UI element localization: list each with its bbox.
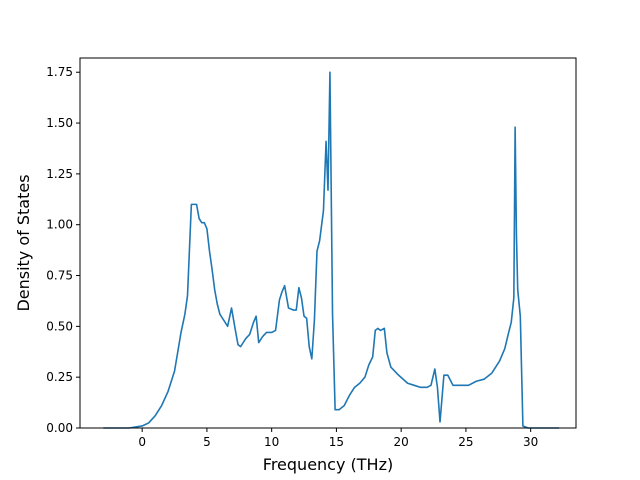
plot-frame [79,57,577,429]
y-tick-label: 1.50 [46,116,73,130]
y-tick-label: 0.75 [46,269,73,283]
dos-series-line [103,71,560,429]
series-layer [103,71,560,429]
y-tick-label: 1.25 [46,167,73,181]
y-tick-label: 0.00 [46,421,73,435]
tick-labels: 0 5 10 15 20 25 30 0.00 0.25 0.50 0.75 1.00 1.25 1.50… [46,65,538,449]
tick-marks [76,71,532,432]
y-tick-label: 1.00 [46,218,73,232]
x-tick-label: 10 [264,435,279,449]
x-tick-label: 0 [138,435,146,449]
y-axis-label: Density of States [14,174,33,311]
x-tick-label: 20 [394,435,409,449]
x-axis-label: Frequency (THz) [263,455,393,474]
x-tick-label: 15 [329,435,344,449]
x-tick-label: 25 [458,435,473,449]
y-tick-label: 0.50 [46,319,73,333]
y-tick-label: 0.25 [46,370,73,384]
y-tick-label: 1.75 [46,65,73,79]
x-tick-label: 30 [523,435,538,449]
x-tick-label: 5 [203,435,211,449]
